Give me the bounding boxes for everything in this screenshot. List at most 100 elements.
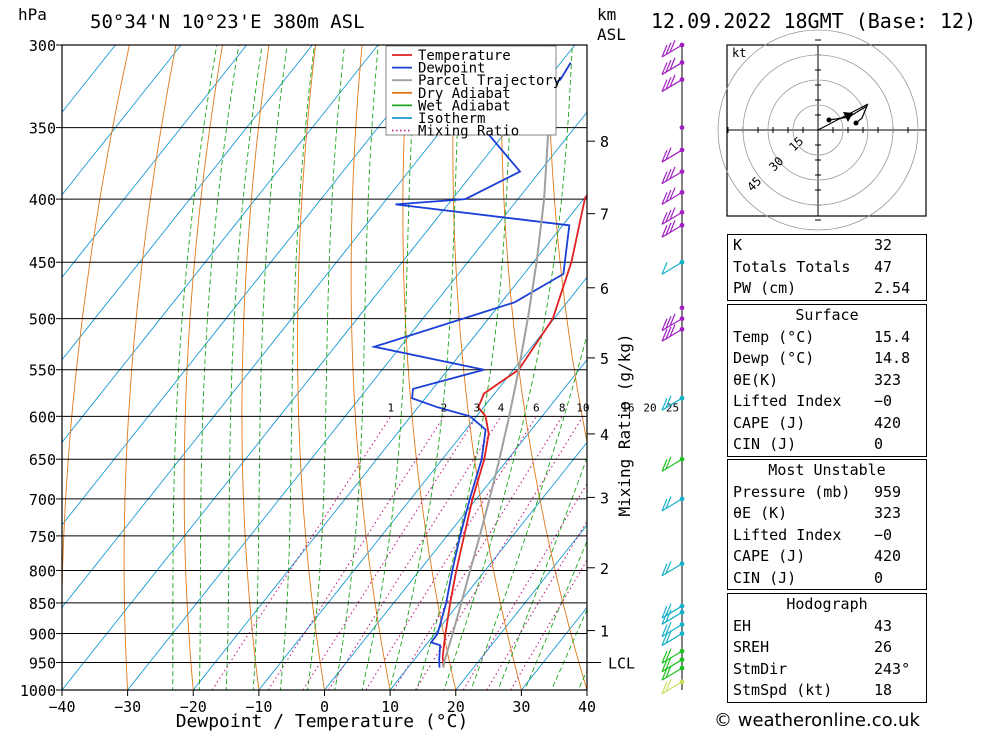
wind-barb-shaft <box>661 498 683 512</box>
legend-label: Dewpoint <box>418 61 485 77</box>
wind-barb-feather <box>661 149 668 163</box>
mu-row-thetae: θE (K) 323 <box>733 504 902 522</box>
surface-row-thetae: θE(K) 323 <box>733 370 902 389</box>
wind-barb-shaft <box>661 79 683 93</box>
wind-barb-feather <box>665 621 672 635</box>
wind-barb-shaft <box>661 149 683 163</box>
mixing-ratio-label: 2 <box>441 401 448 414</box>
hodograph-ring <box>767 79 869 181</box>
wind-barb-feather <box>669 166 676 180</box>
pressure-tick-label: 750 <box>29 528 56 546</box>
index-row-totals: Totals Totals 47 <box>733 257 893 276</box>
index-row-k: K 32 <box>733 236 893 254</box>
hodograph-trace <box>828 104 869 124</box>
wind-barb-feather <box>669 74 676 88</box>
hodograph-ring <box>792 104 844 156</box>
mixing-ratio-label: 6 <box>533 401 540 414</box>
dry-adiabat-line <box>297 45 325 690</box>
wind-barb-feather <box>661 633 668 646</box>
mixing-ratio-label: 20 <box>643 401 656 414</box>
wind-barb-feather <box>665 209 672 223</box>
wind-barb-shaft <box>661 191 683 205</box>
mixing-ratio-line <box>302 416 478 690</box>
pressure-tick-label: 550 <box>29 362 56 380</box>
wind-barb-feather <box>665 609 672 623</box>
pressure-tick-label: 1000 <box>20 682 56 700</box>
surface-row-temp: Temp (°C) 15.4 <box>733 327 911 346</box>
pressure-tick-label: 650 <box>29 451 56 469</box>
pressure-tick-label: 700 <box>29 491 56 509</box>
hodograph-title: Hodograph <box>786 595 868 613</box>
km-tick-label: 2 <box>600 560 609 578</box>
wet-adiabat-line <box>198 45 240 690</box>
surface-title: Surface <box>795 306 859 324</box>
wind-barb-dot <box>679 125 685 130</box>
wind-barb-feather <box>661 171 668 184</box>
isotherm-line <box>62 45 248 278</box>
credit-link[interactable]: © weatheronline.co.uk <box>714 710 920 731</box>
wind-barb-shaft <box>661 62 683 76</box>
wind-barb-feather <box>661 261 668 275</box>
datetime-title: 12.09.2022 18GMT (Base: 12) <box>651 9 976 33</box>
wind-barb-feather <box>665 665 672 678</box>
mixing-ratio-axis-label: Mixing Ratio (g/kg) <box>615 333 634 516</box>
wind-barb-shaft <box>661 44 683 58</box>
wind-barb-feather <box>665 326 672 340</box>
wind-barbs <box>661 39 685 695</box>
km-tick-label: 6 <box>600 280 609 298</box>
wind-barb-feather <box>665 42 672 55</box>
wind-barb-feather <box>665 316 672 329</box>
legend-label: Isotherm <box>418 111 485 127</box>
wind-barb-shaft <box>661 624 683 638</box>
wind-barb-feather <box>665 189 672 203</box>
wet-adiabat-line <box>225 45 263 690</box>
wind-barb-feather <box>661 79 668 92</box>
hodograph-ring <box>742 54 894 206</box>
asl-unit: ASL <box>597 25 626 44</box>
profile-series <box>370 45 587 668</box>
wind-barb-feather <box>665 648 672 661</box>
legend-label: Temperature <box>418 48 511 64</box>
surface-row-cin: CIN (J) 0 <box>733 435 884 453</box>
wind-barb-feather <box>665 222 672 236</box>
km-tick-label: 7 <box>600 206 609 224</box>
temperature-tick-label: 0 <box>320 698 329 716</box>
pressure-tick-label: 300 <box>29 37 56 55</box>
wet-adiabat-line <box>172 45 218 690</box>
wet-adiabat-line <box>252 45 288 690</box>
wind-barb-dot <box>679 305 685 311</box>
pressure-tick-label: 850 <box>29 595 56 613</box>
wind-barb-feather <box>665 456 672 470</box>
wind-barb-feather <box>661 659 668 672</box>
wind-barb-feather <box>665 496 672 509</box>
legend-label: Wet Adiabat <box>418 98 511 114</box>
mu-row-li: Lifted Index −0 <box>733 525 893 544</box>
mixing-ratio-line <box>211 415 392 690</box>
wind-barb-shaft <box>661 224 683 238</box>
hodograph-storm-vector <box>817 103 869 131</box>
wind-barb-feather <box>665 76 672 90</box>
dry-adiabat-line <box>62 45 130 690</box>
wind-barb-shaft <box>661 397 683 411</box>
wind-barb-feather <box>661 44 668 58</box>
mu-row-pressure: Pressure (mb) 959 <box>733 482 902 501</box>
temperature-tick-labels: −40 −30 −20 −10 0 10 20 30 40 <box>48 690 596 716</box>
most-unstable-panel: Most Unstable Pressure (mb) 959 θE (K) 323… <box>727 459 927 590</box>
wind-barb-feather <box>661 329 668 342</box>
wind-barb-shaft <box>661 458 683 472</box>
wind-barb-feather <box>661 624 668 637</box>
mixing-ratio-line <box>267 416 445 690</box>
indices-panel: K 32 Totals Totals 47 PW (cm) 2.54 <box>727 234 927 301</box>
wind-barb-feather <box>669 220 676 233</box>
temperature-tick-label: 10 <box>381 698 399 716</box>
series-dewpoint <box>370 62 572 668</box>
wind-barb-feather <box>665 59 672 73</box>
wind-barb-feather <box>661 650 668 664</box>
surface-row-li: Lifted Index −0 <box>733 392 893 410</box>
wind-barb-feather <box>661 498 668 512</box>
hodograph-arrow <box>843 112 853 122</box>
series-temperature <box>441 193 587 668</box>
pressure-tick-label: 350 <box>29 120 56 138</box>
